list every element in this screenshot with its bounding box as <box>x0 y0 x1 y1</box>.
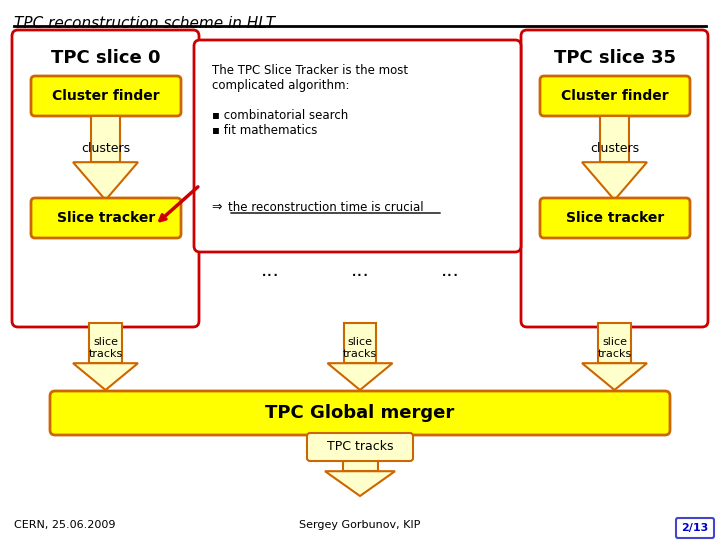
Polygon shape <box>582 162 647 200</box>
Text: Slice tracker: Slice tracker <box>566 211 664 225</box>
Polygon shape <box>91 116 120 162</box>
Text: ...: ... <box>441 260 459 280</box>
Text: Slice tracker: Slice tracker <box>57 211 155 225</box>
FancyBboxPatch shape <box>50 391 670 435</box>
Text: TPC reconstruction scheme in HLT: TPC reconstruction scheme in HLT <box>14 16 275 31</box>
FancyBboxPatch shape <box>676 518 714 538</box>
FancyBboxPatch shape <box>31 76 181 116</box>
Text: slice
tracks: slice tracks <box>89 337 122 359</box>
Text: slice
tracks: slice tracks <box>598 337 631 359</box>
Text: TPC tracks: TPC tracks <box>327 441 393 454</box>
Text: slice
tracks: slice tracks <box>343 337 377 359</box>
Text: Cluster finder: Cluster finder <box>52 89 160 103</box>
FancyBboxPatch shape <box>12 30 199 327</box>
Text: CERN, 25.06.2009: CERN, 25.06.2009 <box>14 520 115 530</box>
FancyBboxPatch shape <box>521 30 708 327</box>
Polygon shape <box>582 363 647 390</box>
Polygon shape <box>325 471 395 496</box>
Text: ...: ... <box>261 260 279 280</box>
Polygon shape <box>343 434 377 471</box>
Text: the reconstruction time is crucial: the reconstruction time is crucial <box>228 201 423 214</box>
Polygon shape <box>598 323 631 363</box>
Polygon shape <box>73 162 138 200</box>
Polygon shape <box>89 323 122 363</box>
Text: ⇒: ⇒ <box>212 201 227 214</box>
Text: clusters: clusters <box>590 141 639 154</box>
Text: clusters: clusters <box>81 141 130 154</box>
Text: Cluster finder: Cluster finder <box>561 89 669 103</box>
Text: 2/13: 2/13 <box>681 523 708 533</box>
Text: TPC slice 0: TPC slice 0 <box>50 49 161 67</box>
Text: Sergey Gorbunov, KIP: Sergey Gorbunov, KIP <box>300 520 420 530</box>
Text: The TPC Slice Tracker is the most
complicated algorithm:

▪ combinatorial search: The TPC Slice Tracker is the most compli… <box>212 64 408 137</box>
FancyBboxPatch shape <box>194 40 521 252</box>
Polygon shape <box>343 323 377 363</box>
Text: ...: ... <box>351 260 369 280</box>
Polygon shape <box>600 116 629 162</box>
FancyBboxPatch shape <box>31 198 181 238</box>
Polygon shape <box>328 363 392 390</box>
Polygon shape <box>73 363 138 390</box>
FancyBboxPatch shape <box>540 76 690 116</box>
Text: TPC slice 35: TPC slice 35 <box>554 49 675 67</box>
FancyBboxPatch shape <box>540 198 690 238</box>
Text: TPC Global merger: TPC Global merger <box>266 404 454 422</box>
FancyBboxPatch shape <box>307 433 413 461</box>
